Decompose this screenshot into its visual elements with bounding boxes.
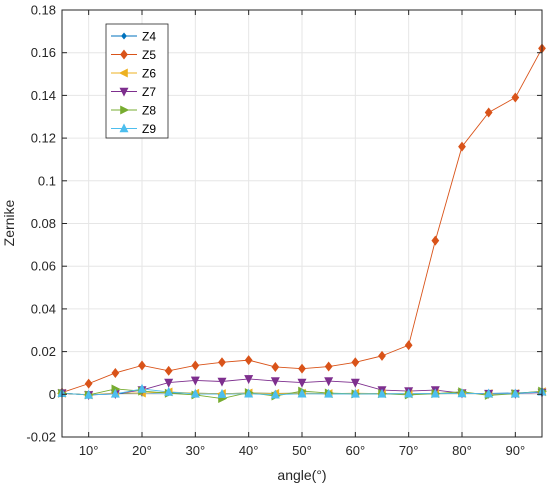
data-point-z5 [511,92,520,103]
legend-label-z8: Z8 [142,104,156,118]
legend-label-z7: Z7 [142,85,156,99]
data-point-z9 [510,388,520,398]
y-axis-title: Zernike [1,199,17,246]
legend-box [105,23,169,139]
legend-marker-z7 [119,87,129,97]
data-point-z7 [324,377,334,387]
y-tick-label: 0 [49,387,56,402]
data-point-z7 [190,376,200,386]
data-point-z5 [138,360,146,371]
data-point-z9 [457,388,467,398]
y-tick-label: 0.08 [31,216,56,231]
y-tick-label: 0.18 [31,3,56,18]
data-point-z9 [404,388,414,398]
y-tick-label: -0.02 [26,430,56,445]
x-tick-label: 30° [185,443,205,458]
data-point-z9 [164,386,174,396]
data-point-z5 [351,357,360,368]
data-point-z9 [137,383,147,393]
data-point-z9 [324,388,334,398]
legend-label-z5: Z5 [142,48,156,62]
data-point-z9 [84,389,94,399]
data-point-z9 [377,388,387,398]
data-point-z5 [218,357,226,368]
x-tick-label: 20° [132,443,152,458]
legend-label-z9: Z9 [142,122,156,136]
data-point-z5 [191,360,200,371]
data-point-z9 [484,388,494,398]
data-point-z5 [84,378,93,389]
y-tick-label: 0.12 [31,131,56,146]
y-tick-label: 0.04 [31,301,56,316]
data-point-z7 [297,378,307,388]
legend: Z4 Z5 Z6 Z7 Z8 Z9 [105,23,169,139]
data-point-z5 [324,361,333,372]
y-tick-label: 0.1 [38,173,56,188]
data-point-z5 [111,367,120,378]
legend-marker-z8 [120,105,130,115]
legend-marker-z9 [119,123,129,133]
data-point-z9 [190,388,200,398]
y-tick-label: 0.02 [31,344,56,359]
data-point-z5 [271,361,280,372]
y-tick-label: 0.14 [31,88,56,103]
y-tick-label: 0.06 [31,259,56,274]
data-point-z9 [350,388,360,398]
data-point-z5 [378,350,386,361]
legend-marker-z5 [120,49,128,60]
x-tick-label: 80° [452,443,472,458]
data-point-z9 [270,389,280,399]
data-point-z5 [484,107,493,118]
legend-label-z6: Z6 [142,67,156,81]
legend-marker-z6 [118,68,128,78]
data-point-z9 [110,388,120,398]
data-point-z7 [244,375,254,385]
data-point-z7 [217,377,227,387]
x-tick-label: 40° [239,443,259,458]
legend-marker-z4 [121,32,127,40]
x-tick-label: 90° [505,443,525,458]
data-point-z7 [270,377,280,387]
x-axis-title: angle(°) [277,467,326,483]
x-tick-label: 60° [345,443,365,458]
y-tick-label: 0.16 [31,45,56,60]
data-point-z9 [297,388,307,398]
data-point-z5 [458,141,466,152]
data-point-z5 [298,363,306,374]
data-point-z5 [431,235,440,246]
x-tick-label: 70° [399,443,419,458]
y-axis-ticks: -0.02 0 0.02 0.04 0.06 0.08 0.1 0.12 0.14 0.16 0.1… [26,3,542,445]
data-point-z9 [244,388,254,398]
data-point-z9 [217,388,227,398]
data-point-z7 [350,378,360,388]
x-tick-label: 10° [79,443,99,458]
data-point-z5 [244,355,253,366]
data-point-z5 [404,340,413,351]
x-tick-label: 50° [292,443,312,458]
legend-label-z4: Z4 [142,30,156,44]
x-axis-ticks: 10° 20° 30° 40° 50° 60° 70° 80° 90° [79,10,525,458]
data-point-z9 [430,388,440,398]
data-point-z5 [164,365,173,376]
data-point-z7 [164,378,174,388]
